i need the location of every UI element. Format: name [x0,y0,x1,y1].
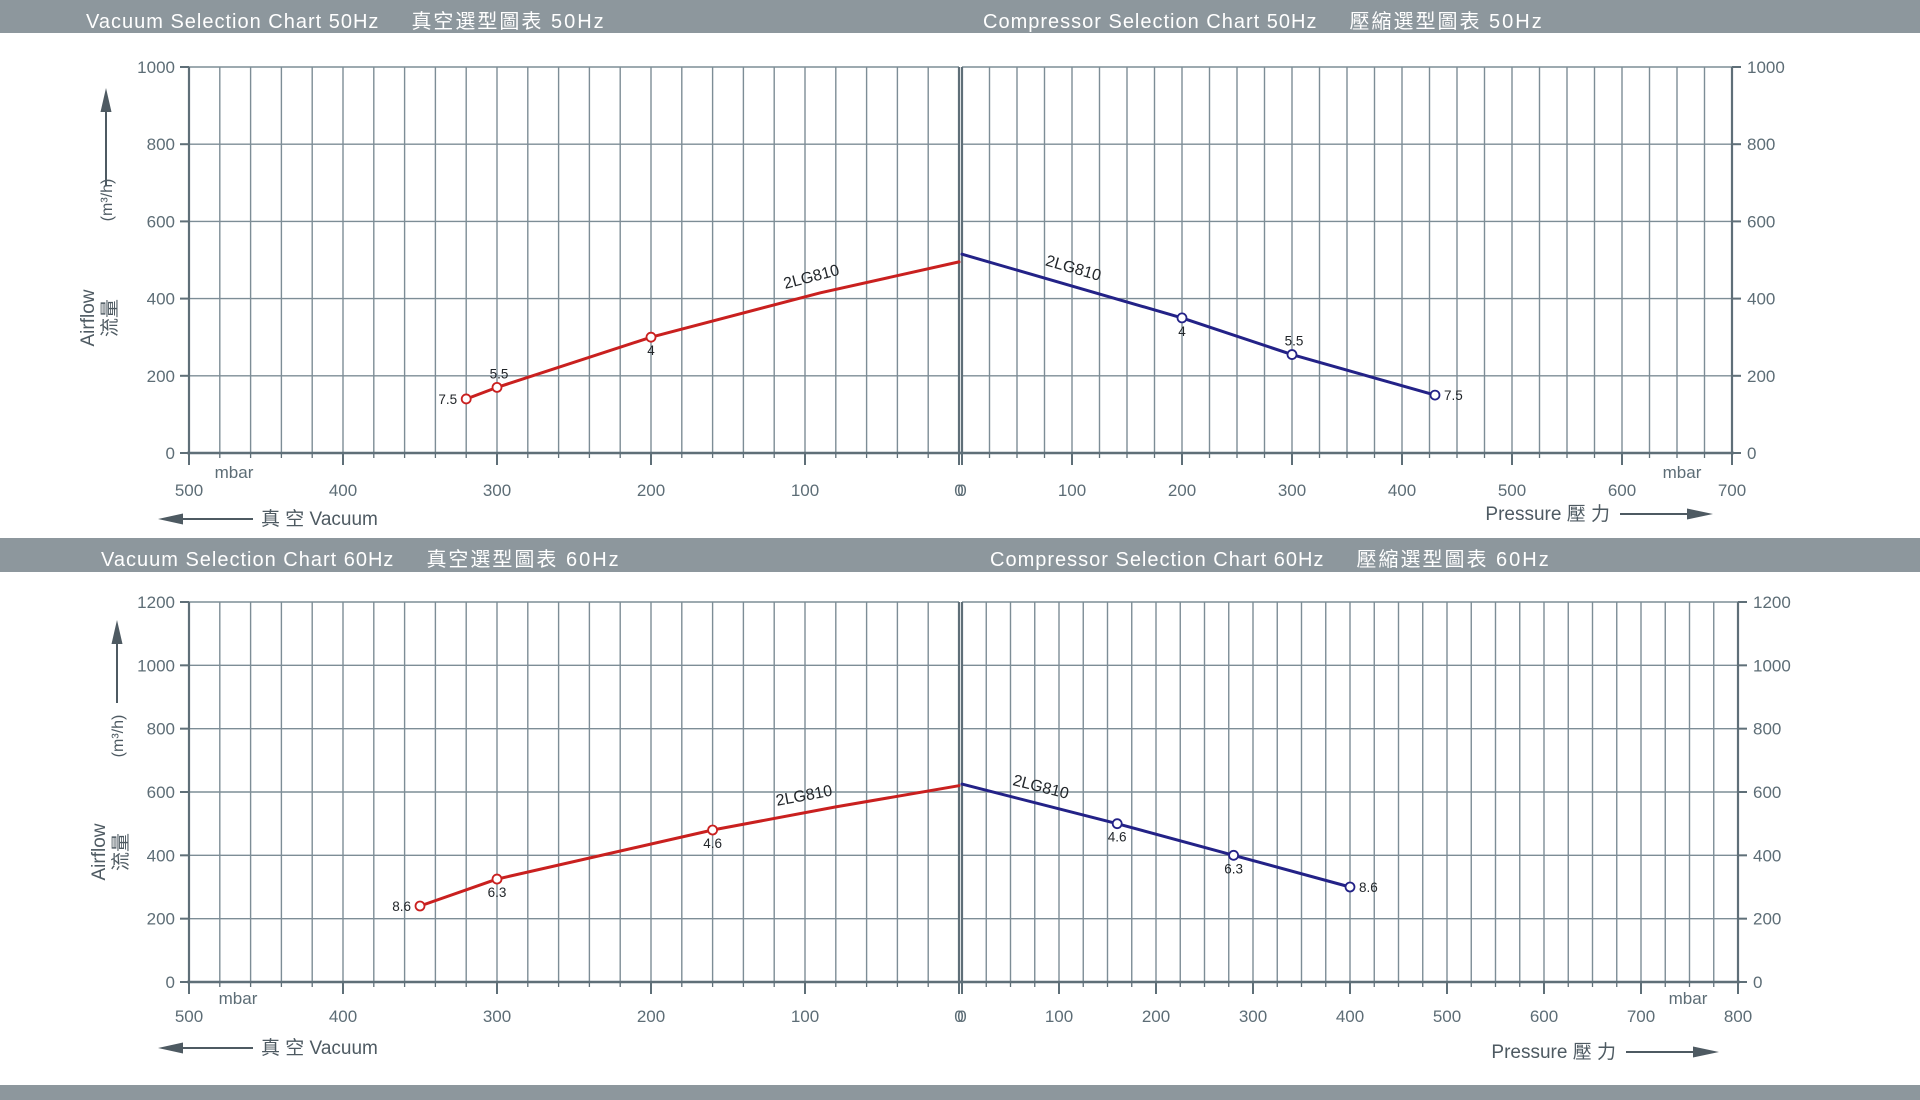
title-compressor-60hz: Compressor Selection Chart 60Hz 壓縮選型圖表 60… [990,543,1551,572]
title-vacuum-50hz-en: Vacuum Selection Chart 50Hz [86,11,380,33]
panel-50hz-charts [0,33,1920,538]
header-band-60hz: Vacuum Selection Chart 60Hz 真空選型圖表 60Hz C… [0,538,1920,572]
title-vacuum-50hz-zh: 真空選型圖表 50Hz [411,11,606,33]
panel-60hz-charts [0,572,1920,1085]
footer-band [0,1085,1920,1100]
title-vacuum-60hz-zh: 真空選型圖表 60Hz [426,549,621,571]
title-vacuum-60hz: Vacuum Selection Chart 60Hz 真空選型圖表 60Hz [101,543,621,572]
title-vacuum-60hz-en: Vacuum Selection Chart 60Hz [101,549,395,571]
title-vacuum-50hz: Vacuum Selection Chart 50Hz 真空選型圖表 50Hz [86,5,606,34]
title-compressor-50hz-zh: 壓縮選型圖表 50Hz [1349,11,1544,33]
header-band-50hz: Vacuum Selection Chart 50Hz 真空選型圖表 50Hz C… [0,0,1920,33]
title-compressor-50hz-en: Compressor Selection Chart 50Hz [983,11,1318,33]
title-compressor-60hz-en: Compressor Selection Chart 60Hz [990,549,1325,571]
title-compressor-60hz-zh: 壓縮選型圖表 60Hz [1356,549,1551,571]
title-compressor-50hz: Compressor Selection Chart 50Hz 壓縮選型圖表 50… [983,5,1544,34]
